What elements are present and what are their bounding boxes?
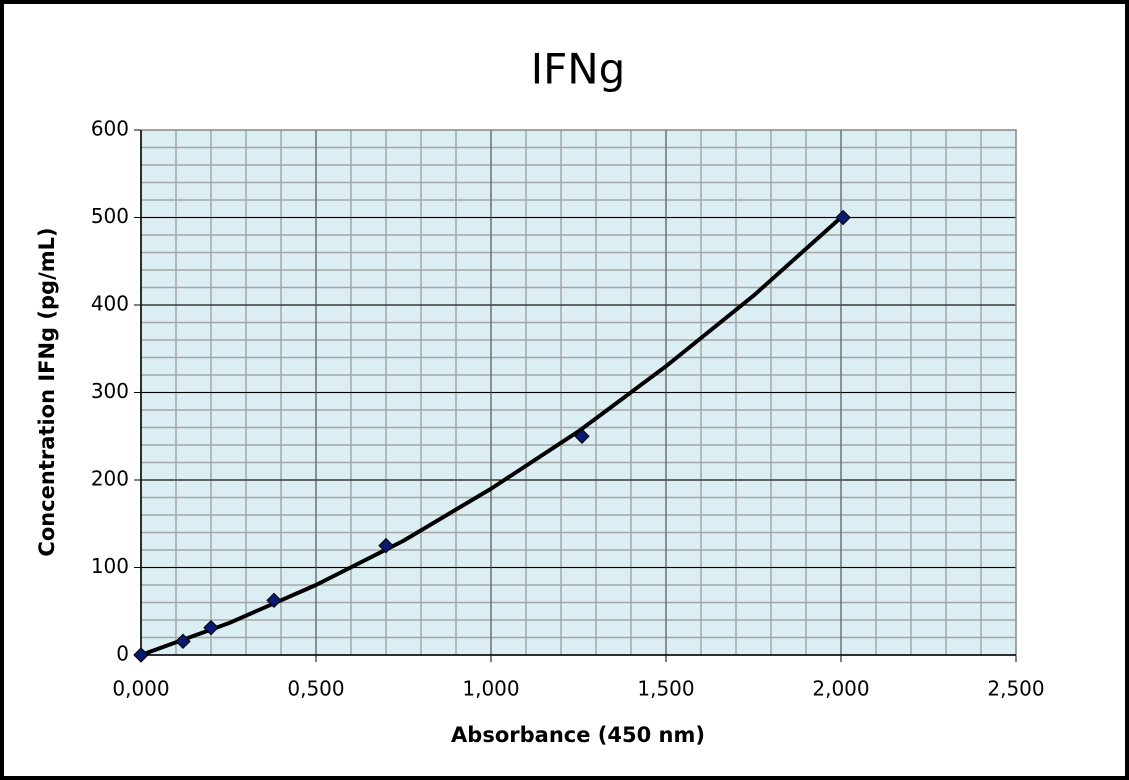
y-tick-label: 0	[116, 642, 129, 666]
y-tick-label: 400	[91, 292, 129, 316]
x-tick-label: 1,500	[637, 677, 694, 701]
data-point	[378, 537, 394, 554]
y-tick-label: 600	[91, 117, 129, 141]
x-tick-label: 1,000	[462, 677, 519, 701]
data-point	[133, 647, 149, 663]
x-tick-label: 0,500	[287, 677, 344, 701]
x-axis-title: Absorbance (450 nm)	[451, 723, 705, 747]
x-tick-label: 2,500	[987, 677, 1044, 701]
y-tick-label: 200	[91, 467, 129, 491]
data-point	[203, 619, 219, 636]
x-tick-label: 2,000	[812, 677, 869, 701]
y-tick-label: 100	[91, 554, 129, 578]
data-point	[835, 209, 851, 226]
chart-title: IFNg	[531, 45, 626, 94]
data-point	[574, 428, 590, 444]
y-tick-label: 300	[91, 379, 129, 403]
y-axis-title: Concentration IFNg (pg/mL)	[35, 227, 59, 556]
trendline	[140, 216, 843, 657]
data-point	[175, 633, 191, 650]
x-tick-label: 0,000	[112, 677, 169, 701]
data-point	[266, 592, 282, 609]
y-tick-label: 500	[91, 204, 129, 228]
